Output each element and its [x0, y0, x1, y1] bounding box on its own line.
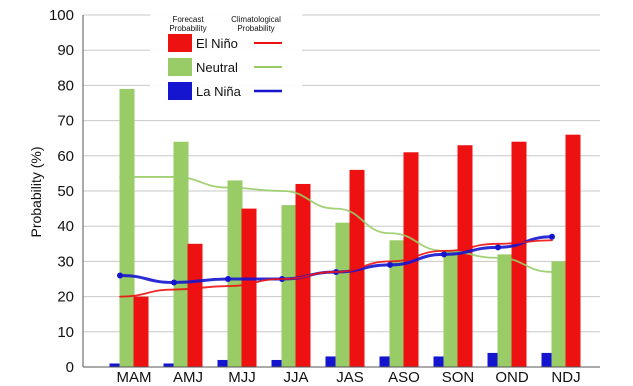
y-axis-title: Probability (%): [28, 146, 44, 237]
legend: Forecast Probability Climatological Probab…: [150, 13, 302, 113]
y-tick-label: 100: [49, 7, 74, 24]
legend-items: El Niño Neutral La Niña: [168, 34, 282, 100]
bar-neutral: [119, 88, 135, 368]
climatological-point-la-nina: [441, 251, 447, 258]
bar-el-nino: [511, 141, 527, 367]
legend-swatch-la-nina: [168, 82, 192, 100]
legend-forecast-header: Forecast Probability: [169, 15, 206, 33]
y-tick-label: 0: [66, 359, 74, 376]
y-tick-label: 60: [57, 148, 74, 165]
climatological-point-la-nina: [171, 279, 177, 286]
legend-label-el-nino: El Niño: [196, 36, 238, 51]
bar-neutral: [281, 205, 297, 367]
gridlines: [83, 14, 600, 333]
bar-la-nina: [325, 356, 341, 367]
x-tick-label: JJA: [283, 369, 308, 386]
bar-neutral: [389, 240, 405, 367]
bar-la-nina: [271, 359, 287, 367]
y-tick-label: 90: [57, 42, 74, 59]
y-tick-label: 40: [57, 218, 74, 235]
x-tick-label: MAM: [117, 369, 152, 386]
y-tick-label: 50: [57, 183, 74, 200]
bar-neutral: [173, 141, 189, 367]
x-tick-label: JAS: [336, 369, 364, 386]
y-tick-label: 30: [57, 253, 74, 270]
climatological-point-la-nina: [387, 261, 393, 268]
climatological-point-la-nina: [225, 276, 231, 282]
bar-neutral: [335, 222, 351, 367]
x-tick-label: OND: [495, 369, 529, 386]
legend-swatch-el-nino: [168, 34, 192, 52]
climatological-line-neutral: [119, 176, 553, 273]
bar-el-nino: [241, 208, 257, 367]
bar-el-nino: [403, 152, 419, 367]
bar-neutral: [551, 261, 567, 367]
bar-neutral: [443, 250, 459, 367]
bars: [109, 88, 581, 368]
climatological-lines: [117, 176, 555, 298]
climatological-point-la-nina: [117, 272, 123, 279]
x-tick-label: AMJ: [173, 369, 203, 386]
legend-label-neutral: Neutral: [196, 60, 238, 75]
y-tick-label: 20: [57, 289, 74, 306]
x-tick-labels: MAM AMJ MJJ JJA JAS ASO SON OND NDJ: [117, 369, 581, 386]
bar-la-nina: [163, 363, 179, 367]
climatological-line-el-nino: [119, 239, 553, 298]
bar-la-nina: [379, 356, 395, 367]
bar-el-nino: [187, 243, 203, 367]
x-tick-label: ASO: [388, 369, 420, 386]
y-tick-labels: 0 10 20 30 40 50 60 70 80 90 100: [49, 7, 74, 376]
y-tick-label: 10: [57, 324, 74, 341]
bar-el-nino: [457, 145, 473, 367]
bar-la-nina: [109, 363, 125, 367]
y-tick-label: 70: [57, 113, 74, 130]
y-tick-label: 80: [57, 77, 74, 94]
bar-neutral: [497, 254, 513, 367]
bar-la-nina: [433, 356, 449, 367]
x-tick-label: NDJ: [551, 369, 580, 386]
x-tick-label: MJJ: [228, 369, 256, 386]
x-tick-label: SON: [442, 369, 475, 386]
legend-climatological-header: Climatological Probability: [231, 15, 281, 33]
climatological-point-la-nina: [495, 244, 501, 251]
climatological-point-la-nina: [549, 233, 555, 240]
legend-swatch-neutral: [168, 58, 192, 76]
axes: [82, 15, 600, 368]
bar-neutral: [227, 180, 243, 367]
bar-la-nina: [217, 359, 233, 367]
legend-label-la-nina: La Niña: [196, 84, 242, 99]
bar-el-nino: [133, 296, 149, 367]
bar-el-nino: [565, 134, 581, 367]
